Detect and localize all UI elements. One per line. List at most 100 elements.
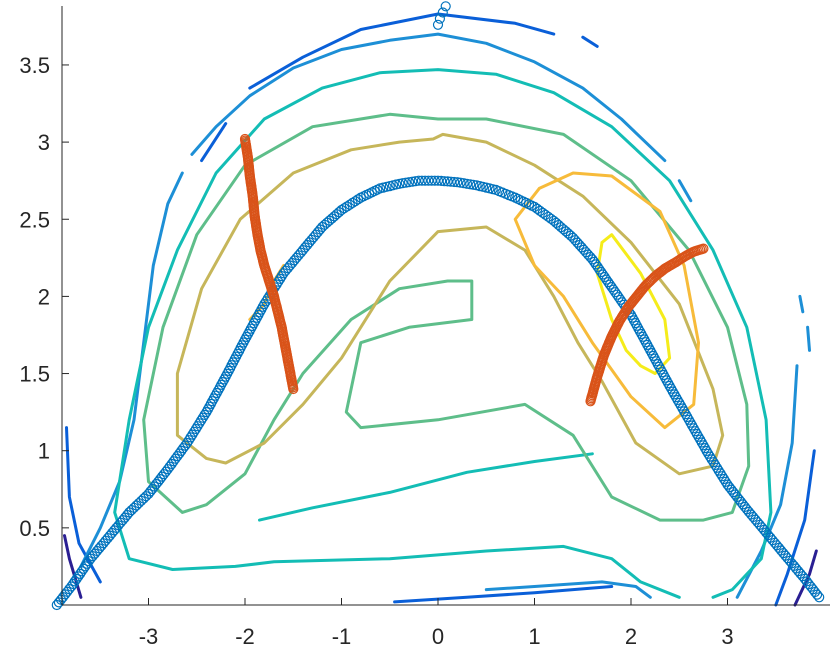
scatter-point [682, 411, 693, 423]
contour-line-4-0 [142, 112, 751, 522]
scatter-point [649, 353, 660, 364]
scatter-point [336, 204, 347, 216]
contour-line-6-0 [513, 171, 700, 430]
scatter-point [696, 437, 707, 448]
scatter-point [698, 243, 709, 254]
scatter-point [183, 435, 194, 446]
scatter-point [710, 459, 721, 471]
scatter-point [196, 415, 207, 426]
scatter-point [168, 456, 179, 467]
y-tick-label: 0.5 [19, 516, 50, 541]
scatter-point [189, 426, 200, 437]
scatter-point [674, 397, 685, 408]
x-tick-label: -1 [332, 624, 352, 649]
x-ticks: -3 -2 -1 0 1 2 3 [139, 598, 734, 649]
scatter-point [680, 409, 691, 420]
scatter-point [646, 348, 657, 359]
scatter-point [695, 434, 706, 445]
contour-line-1-4 [393, 585, 614, 604]
scatter-point [637, 331, 649, 342]
scatter-point [691, 428, 703, 440]
y-tick-label: 3.5 [19, 53, 50, 78]
scatter-point [640, 337, 651, 348]
y-ticks: 0.5 1 1.5 2 2.5 3 3.5 [19, 53, 69, 541]
scatter-point [432, 175, 444, 186]
scatter-point [718, 473, 730, 485]
scatter-point [160, 466, 171, 477]
scatter-point [711, 462, 723, 473]
scatter-series-left-orange [239, 133, 299, 395]
scatter-point [458, 178, 469, 189]
scatter-point [699, 443, 711, 454]
scatter-point [226, 360, 237, 371]
scatter-point [704, 451, 716, 462]
scatter-point [434, 13, 445, 24]
scatter-point [344, 199, 355, 210]
contour-line-2-1 [190, 32, 667, 163]
scatter-point [174, 448, 185, 459]
scatter-point [73, 571, 84, 582]
scatter-point [245, 323, 256, 334]
scatter-point [67, 578, 79, 590]
scatter-point [628, 315, 640, 326]
contour-line-3-0 [113, 68, 773, 599]
scatter-point [599, 271, 610, 283]
scatter-point [465, 179, 476, 190]
scatter-point [241, 331, 252, 342]
scatter-point [611, 289, 623, 300]
contour-line-3-1 [258, 452, 594, 522]
scatter-point [247, 320, 258, 332]
scatter-point [461, 178, 473, 189]
contour-line-1-1 [200, 122, 228, 163]
scatter-point [192, 421, 203, 432]
scatter-point [210, 390, 221, 401]
scatter-point [250, 315, 261, 326]
scatter-point [642, 339, 653, 350]
scatter-point [259, 299, 270, 310]
contour-line-7-0 [595, 233, 672, 375]
scatter-point [683, 414, 695, 425]
scatter-point [187, 429, 198, 440]
scatter-point [442, 176, 453, 187]
scatter-point [658, 369, 669, 381]
scatter-point [229, 354, 240, 365]
scatter-point [208, 393, 219, 404]
contour-line-0-1 [793, 549, 818, 607]
scatter-point [690, 426, 701, 437]
scatter-point [74, 568, 86, 580]
scatter-point [248, 318, 259, 329]
x-tick-label: -2 [235, 624, 255, 649]
scatter-point [213, 385, 224, 396]
scatter-point [688, 423, 699, 434]
scatter-point [275, 273, 286, 284]
x-tick-label: 3 [721, 624, 733, 649]
scatter-point [634, 326, 646, 337]
scatter-point [185, 432, 196, 443]
scatter-point [254, 307, 265, 318]
scatter-point [468, 179, 479, 190]
scatter-point [217, 377, 228, 388]
scatter-point [257, 301, 268, 312]
scatter-point [455, 177, 466, 188]
contour-line-2-2 [677, 179, 693, 203]
scatter-point [432, 19, 444, 30]
scatter-point [677, 403, 688, 414]
y-tick-label: 2 [38, 284, 50, 309]
scatter-point [339, 203, 350, 214]
scatter-point [669, 389, 680, 400]
scatter-point [713, 465, 724, 476]
scatter-point [720, 476, 731, 487]
scatter-point [420, 175, 431, 186]
scatter-point [664, 380, 675, 391]
scatter-point [439, 176, 450, 187]
scatter-point [239, 334, 251, 345]
scatter-point [216, 379, 227, 390]
scatter-point [347, 197, 358, 208]
scatter-point [429, 175, 440, 186]
x-tick-label: 2 [625, 624, 637, 649]
scatter-series-top-cluster [432, 1, 451, 30]
y-tick-label: 2.5 [19, 207, 50, 232]
scatter-point [811, 589, 823, 600]
scatter-point [199, 409, 210, 420]
scatter-point [662, 378, 674, 389]
